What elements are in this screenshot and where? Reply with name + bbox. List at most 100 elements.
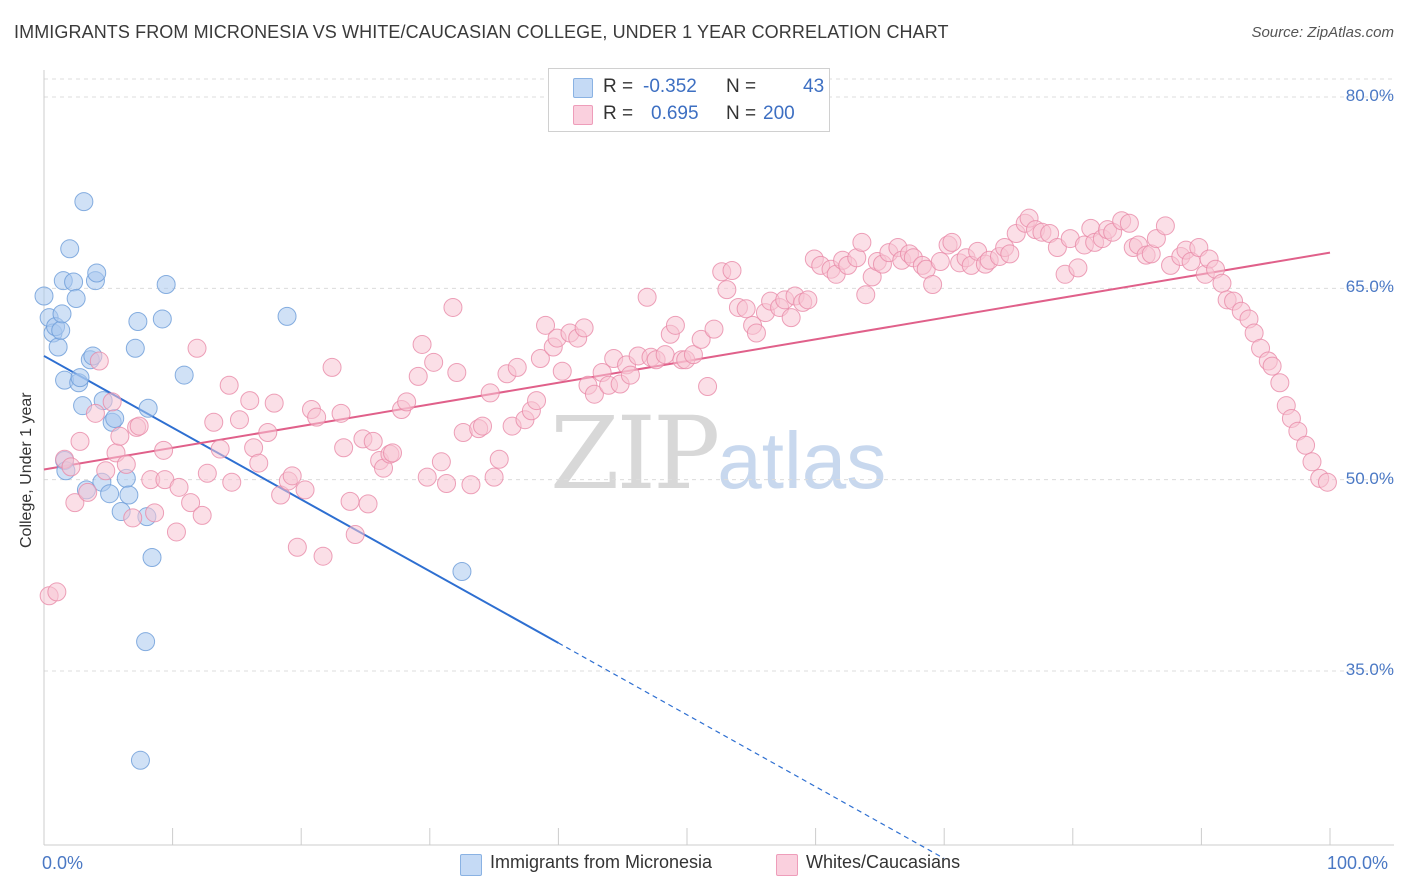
point-whites bbox=[412, 334, 432, 354]
point-whites bbox=[123, 508, 143, 528]
point-whites bbox=[856, 285, 876, 305]
point-micronesia bbox=[138, 398, 158, 418]
point-whites bbox=[169, 477, 189, 497]
point-whites bbox=[295, 480, 315, 500]
point-whites bbox=[489, 449, 509, 469]
bottom-legend-swatch-pink bbox=[776, 854, 798, 876]
legend-n-value: 43 bbox=[803, 76, 825, 97]
point-whites bbox=[552, 361, 572, 381]
point-whites bbox=[110, 426, 130, 446]
x-tick-label-max: 100.0% bbox=[1327, 853, 1389, 873]
point-whites bbox=[334, 438, 354, 458]
point-whites bbox=[1270, 373, 1290, 393]
point-whites bbox=[536, 315, 556, 335]
point-whites bbox=[249, 453, 269, 473]
point-whites bbox=[397, 392, 417, 412]
point-whites bbox=[930, 252, 950, 272]
point-micronesia bbox=[119, 485, 139, 505]
point-whites bbox=[574, 318, 594, 338]
y-tick-label: 35.0% bbox=[1345, 660, 1394, 679]
legend-n-label: N = bbox=[726, 76, 757, 97]
point-whites bbox=[222, 472, 242, 492]
point-whites bbox=[424, 352, 444, 372]
legend-swatch-blue bbox=[573, 78, 593, 98]
point-whites bbox=[781, 308, 801, 328]
point-whites bbox=[447, 363, 467, 383]
point-whites bbox=[240, 391, 260, 411]
point-whites bbox=[358, 494, 378, 514]
point-whites bbox=[473, 416, 493, 436]
legend: R = -0.352 N = 43 R = 0.695 N = 200 bbox=[548, 68, 830, 132]
point-whites bbox=[322, 357, 342, 377]
bottom-legend-label: Immigrants from Micronesia bbox=[490, 852, 713, 872]
legend-r-value: 0.695 bbox=[651, 103, 699, 124]
point-micronesia bbox=[34, 286, 54, 306]
bottom-legend-swatch-blue bbox=[460, 854, 482, 876]
point-micronesia bbox=[128, 311, 148, 331]
point-whites bbox=[736, 299, 756, 319]
point-whites bbox=[345, 525, 365, 545]
point-whites bbox=[722, 260, 742, 280]
point-whites bbox=[264, 393, 284, 413]
point-micronesia bbox=[152, 309, 172, 329]
point-whites bbox=[166, 522, 186, 542]
point-whites bbox=[192, 505, 212, 525]
legend-r-label: R = bbox=[603, 103, 634, 124]
point-whites bbox=[942, 232, 962, 252]
point-whites bbox=[313, 546, 333, 566]
point-whites bbox=[1000, 244, 1020, 264]
point-whites bbox=[530, 348, 550, 368]
point-whites bbox=[480, 383, 500, 403]
point-whites bbox=[61, 457, 81, 477]
trend-lines bbox=[43, 251, 1331, 860]
point-whites bbox=[187, 338, 207, 358]
point-micronesia bbox=[66, 289, 86, 309]
legend-n-label: N = bbox=[726, 103, 757, 124]
point-whites bbox=[637, 287, 657, 307]
point-whites bbox=[229, 410, 249, 430]
point-micronesia bbox=[100, 484, 120, 504]
point-whites bbox=[331, 403, 351, 423]
legend-r-value: -0.352 bbox=[643, 76, 697, 97]
y-tick-label: 80.0% bbox=[1345, 86, 1394, 105]
trend-line-micronesia-extension bbox=[558, 642, 945, 860]
point-whites bbox=[1296, 435, 1316, 455]
point-whites bbox=[717, 280, 737, 300]
point-whites bbox=[698, 377, 718, 397]
point-micronesia bbox=[452, 562, 472, 582]
y-tick-label: 65.0% bbox=[1345, 277, 1394, 297]
point-whites bbox=[78, 482, 98, 502]
point-whites bbox=[704, 319, 724, 339]
y-tick-label: 50.0% bbox=[1345, 468, 1394, 488]
point-whites bbox=[129, 416, 149, 436]
point-whites bbox=[1262, 356, 1282, 376]
point-micronesia bbox=[64, 272, 84, 292]
point-whites bbox=[527, 391, 547, 411]
point-whites bbox=[746, 323, 766, 343]
point-micronesia bbox=[156, 275, 176, 295]
point-whites bbox=[181, 493, 201, 513]
point-whites bbox=[47, 582, 67, 602]
point-whites bbox=[852, 232, 872, 252]
point-micronesia bbox=[87, 263, 107, 283]
point-whites bbox=[431, 452, 451, 472]
point-whites bbox=[691, 329, 711, 349]
point-micronesia bbox=[48, 337, 68, 357]
point-whites bbox=[1119, 213, 1139, 233]
point-micronesia bbox=[136, 632, 156, 652]
legend-swatch-pink bbox=[573, 105, 593, 125]
point-whites bbox=[1155, 216, 1175, 236]
point-whites bbox=[798, 290, 818, 310]
point-whites bbox=[65, 493, 85, 513]
point-whites bbox=[484, 467, 504, 487]
legend-r-label: R = bbox=[603, 76, 634, 97]
x-tick-label-min: 0.0% bbox=[42, 853, 84, 873]
point-micronesia bbox=[125, 338, 145, 358]
point-whites bbox=[219, 375, 239, 395]
point-whites bbox=[437, 473, 457, 493]
point-whites bbox=[287, 537, 307, 557]
y-axis-title: College, Under 1 year bbox=[18, 392, 35, 548]
source-label: Source: ZipAtlas.com bbox=[1251, 24, 1394, 41]
point-whites bbox=[620, 365, 640, 385]
data-points bbox=[34, 192, 1337, 770]
